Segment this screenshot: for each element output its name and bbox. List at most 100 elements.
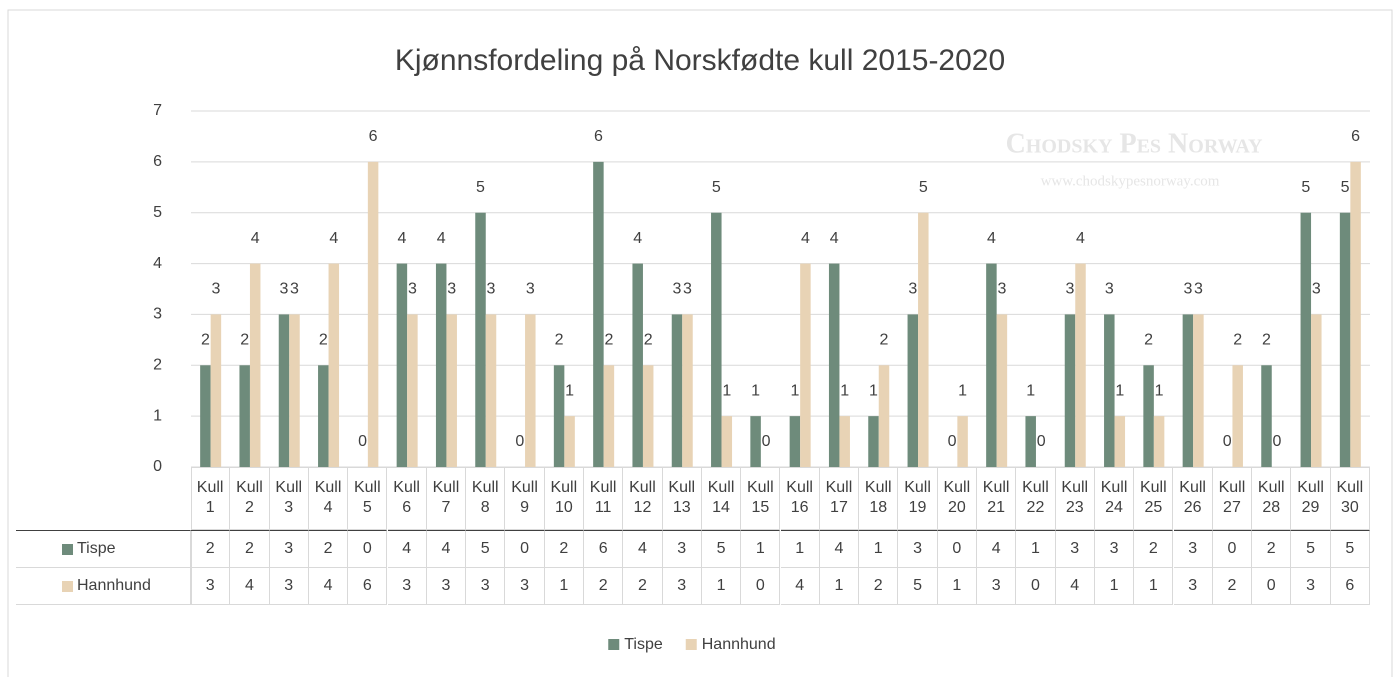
table-value: 1 bbox=[780, 530, 820, 568]
x-tick-label: Kull 22 bbox=[1016, 467, 1056, 530]
data-label: 2 bbox=[201, 332, 210, 349]
table-value: 4 bbox=[819, 530, 860, 568]
table-value: 3 bbox=[1173, 530, 1213, 568]
bar bbox=[1182, 314, 1194, 467]
table-value: 1 bbox=[937, 568, 977, 605]
bar bbox=[435, 263, 447, 467]
data-label: 0 bbox=[358, 433, 367, 450]
data-label: 2 bbox=[240, 332, 249, 349]
table-value: 3 bbox=[1291, 568, 1331, 605]
bar bbox=[239, 365, 250, 467]
table-value: 0 bbox=[1016, 568, 1056, 605]
x-tick-label: Kull 18 bbox=[859, 467, 899, 530]
x-tick-label: Kull 19 bbox=[898, 467, 938, 530]
table-value: 3 bbox=[662, 568, 702, 605]
table-value: 1 bbox=[741, 530, 781, 568]
data-label: 1 bbox=[751, 382, 760, 399]
data-label: 1 bbox=[565, 382, 574, 399]
x-tick-label: Kull 3 bbox=[269, 467, 309, 530]
data-label: 4 bbox=[801, 230, 810, 247]
bar bbox=[318, 365, 329, 467]
data-label: 4 bbox=[251, 230, 260, 247]
table-value: 3 bbox=[269, 530, 309, 568]
table-value: 3 bbox=[1055, 530, 1095, 568]
bar bbox=[1193, 314, 1204, 467]
x-tick-label: Kull 24 bbox=[1094, 467, 1135, 530]
data-label: 4 bbox=[329, 230, 338, 247]
bar bbox=[485, 314, 497, 467]
table-value: 0 bbox=[937, 530, 977, 568]
bar bbox=[396, 263, 408, 467]
bar bbox=[1300, 212, 1312, 467]
bar bbox=[711, 212, 722, 467]
y-tick-label: 7 bbox=[153, 102, 162, 119]
y-tick-label: 2 bbox=[153, 357, 162, 374]
data-label: 1 bbox=[958, 382, 967, 399]
bar bbox=[603, 365, 615, 467]
data-label: 0 bbox=[1223, 433, 1232, 450]
table-value: 2 bbox=[1212, 568, 1253, 605]
data-label: 2 bbox=[604, 332, 613, 349]
data-label: 1 bbox=[790, 382, 799, 399]
table-value: 6 bbox=[584, 530, 624, 568]
data-label: 3 bbox=[1105, 281, 1114, 298]
data-label: 0 bbox=[1273, 433, 1282, 450]
data-label: 3 bbox=[526, 281, 535, 298]
bar bbox=[957, 416, 968, 467]
bar bbox=[750, 416, 761, 467]
bar bbox=[800, 263, 811, 467]
table-value: 3 bbox=[387, 568, 427, 605]
table-value: 2 bbox=[308, 530, 349, 568]
bar bbox=[564, 416, 575, 467]
x-tick-label: Kull 7 bbox=[426, 467, 467, 530]
series-name: Tispe bbox=[77, 540, 116, 557]
data-label: 1 bbox=[869, 382, 878, 399]
data-label: 1 bbox=[1026, 382, 1035, 399]
table-value: 3 bbox=[1094, 530, 1135, 568]
bar bbox=[249, 263, 261, 467]
table-value: 3 bbox=[977, 568, 1017, 605]
data-label: 3 bbox=[673, 281, 682, 298]
data-label: 3 bbox=[908, 281, 917, 298]
data-label: 3 bbox=[280, 281, 289, 298]
data-label: 4 bbox=[987, 230, 996, 247]
table-value: 2 bbox=[623, 568, 663, 605]
x-tick-label: Kull 12 bbox=[623, 467, 663, 530]
table-value: 3 bbox=[505, 568, 545, 605]
x-tick-label: Kull 1 bbox=[191, 467, 231, 530]
bar bbox=[789, 416, 801, 467]
data-label: 2 bbox=[555, 332, 564, 349]
bar bbox=[446, 314, 457, 467]
chart-title: Kjønnsfordeling på Norskfødte kull 2015-… bbox=[395, 44, 1005, 77]
table-value: 4 bbox=[977, 530, 1017, 568]
table-value: 0 bbox=[1212, 530, 1253, 568]
series-name: Hannhund bbox=[77, 577, 151, 594]
bar bbox=[918, 212, 929, 467]
bar bbox=[878, 365, 890, 467]
bar bbox=[1232, 365, 1243, 467]
table-value: 1 bbox=[544, 568, 584, 605]
legend-swatch bbox=[62, 580, 73, 592]
x-tick-label: Kull 17 bbox=[819, 467, 860, 530]
x-tick-label: Kull 10 bbox=[544, 467, 584, 530]
data-label: 5 bbox=[476, 179, 485, 196]
data-label: 4 bbox=[437, 230, 446, 247]
bar bbox=[907, 314, 919, 467]
table-value: 4 bbox=[780, 568, 820, 605]
x-tick-label: Kull 26 bbox=[1173, 467, 1213, 530]
table-left bbox=[191, 467, 192, 605]
bar bbox=[475, 212, 486, 467]
data-label: 3 bbox=[447, 281, 456, 298]
table-series-name: Hannhund bbox=[16, 568, 191, 605]
table-value: 3 bbox=[898, 530, 938, 568]
bar bbox=[328, 263, 340, 467]
table-top bbox=[191, 467, 1370, 468]
bar bbox=[682, 314, 693, 467]
bar bbox=[200, 365, 211, 467]
bar bbox=[1104, 314, 1115, 467]
table-value: 1 bbox=[701, 568, 742, 605]
table-value: 2 bbox=[544, 530, 584, 568]
data-label: 6 bbox=[594, 128, 603, 145]
legend-label: Tispe bbox=[624, 636, 663, 653]
